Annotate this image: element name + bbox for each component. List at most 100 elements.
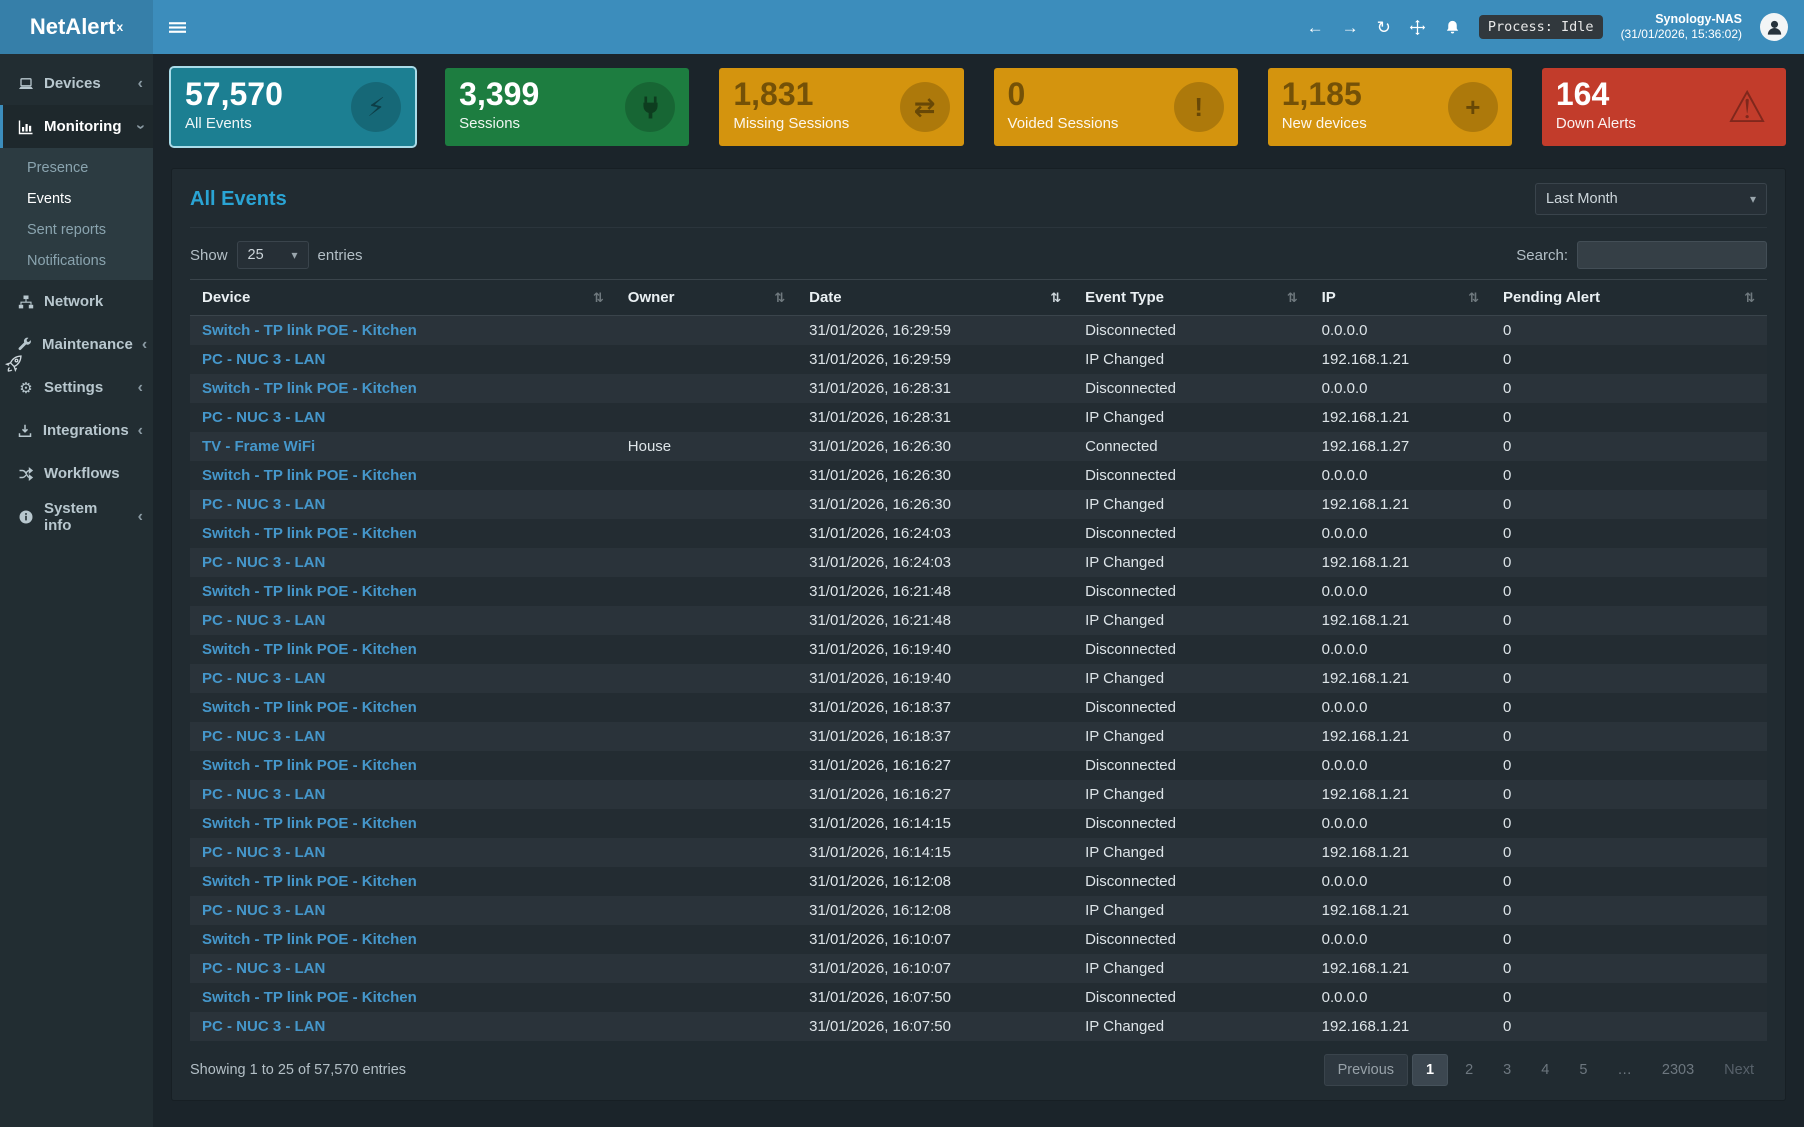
device-link[interactable]: Switch - TP link POE - Kitchen: [202, 582, 417, 600]
device-link[interactable]: PC - NUC 3 - LAN: [202, 785, 326, 803]
pagination-next[interactable]: Next: [1724, 1061, 1754, 1078]
sidebar-subitem-events[interactable]: Events: [0, 183, 153, 214]
app-logo[interactable]: NetAlert x: [0, 0, 153, 54]
cell-ip: 192.168.1.21: [1321, 611, 1410, 629]
pagination-page-5[interactable]: 5: [1579, 1061, 1588, 1078]
sidebar-item-devices[interactable]: Devices ‹: [0, 62, 153, 105]
device-link[interactable]: Switch - TP link POE - Kitchen: [202, 466, 417, 484]
device-link[interactable]: Switch - TP link POE - Kitchen: [202, 756, 417, 774]
device-link[interactable]: Switch - TP link POE - Kitchen: [202, 524, 417, 542]
pagination-page-2303[interactable]: 2303: [1661, 1061, 1695, 1078]
device-link[interactable]: PC - NUC 3 - LAN: [202, 350, 326, 368]
cell-pending-alert: 0: [1502, 814, 1512, 832]
cell-date: 31/01/2026, 16:26:30: [809, 437, 951, 455]
user-avatar[interactable]: [1760, 13, 1788, 41]
device-link[interactable]: PC - NUC 3 - LAN: [202, 669, 326, 687]
device-link[interactable]: Switch - TP link POE - Kitchen: [202, 814, 417, 832]
cell-owner: [616, 722, 797, 751]
back-arrow-icon[interactable]: ←: [1306, 17, 1324, 37]
stat-card-new-devices[interactable]: 1,185 New devices +: [1267, 68, 1512, 146]
sidebar-item-integrations[interactable]: Integrations ‹: [0, 409, 153, 452]
table-row: Switch - TP link POE - Kitchen 31/01/2026…: [190, 692, 1767, 722]
page-size-select[interactable]: 25 ▾: [236, 241, 309, 269]
column-header-owner[interactable]: Owner ⇅: [615, 279, 798, 316]
cell-pending-alert: 0: [1502, 872, 1512, 890]
cell-event-type: Disconnected: [1085, 466, 1176, 484]
sidebar-item-label: Integrations: [42, 422, 129, 439]
sidebar-item-network[interactable]: Network: [0, 280, 153, 323]
cell-device: Switch - TP link POE - Kitchen: [190, 635, 616, 664]
device-link[interactable]: PC - NUC 3 - LAN: [202, 495, 326, 513]
device-link[interactable]: PC - NUC 3 - LAN: [202, 901, 326, 919]
sidebar-toggle-icon[interactable]: [169, 19, 186, 36]
search-input[interactable]: [1577, 241, 1767, 269]
device-link[interactable]: Switch - TP link POE - Kitchen: [202, 640, 417, 658]
forward-arrow-icon[interactable]: →: [1341, 17, 1359, 37]
device-link[interactable]: PC - NUC 3 - LAN: [202, 611, 326, 629]
device-link[interactable]: Switch - TP link POE - Kitchen: [202, 930, 417, 948]
stat-card-label: Missing Sessions: [733, 114, 850, 132]
cell-date: 31/01/2026, 16:07:50: [809, 1017, 951, 1035]
sidebar-subitem-sent-reports[interactable]: Sent reports: [0, 214, 153, 245]
cell-pending-alert: 0: [1502, 698, 1512, 716]
cell-ip: 192.168.1.21: [1321, 901, 1410, 919]
cell-ip: 0.0.0.0: [1321, 698, 1368, 716]
cell-pending-alert: 0: [1502, 611, 1512, 629]
move-icon[interactable]: [1409, 19, 1426, 36]
navbar-actions: ← → ↻ Process: Idle Synology-NAS (31/01/…: [1307, 11, 1788, 43]
device-link[interactable]: PC - NUC 3 - LAN: [202, 408, 326, 426]
device-link[interactable]: PC - NUC 3 - LAN: [202, 727, 326, 745]
rocket-icon[interactable]: [4, 354, 23, 377]
cell-owner: [616, 316, 797, 345]
device-link[interactable]: Switch - TP link POE - Kitchen: [202, 698, 417, 716]
pagination-page-3[interactable]: 3: [1503, 1061, 1512, 1078]
cell-pending-alert: 0: [1502, 669, 1512, 687]
stat-card-missing-sessions[interactable]: 1,831 Missing Sessions ⇄: [719, 68, 964, 146]
column-header-device[interactable]: Device ⇅: [190, 279, 616, 316]
device-link[interactable]: PC - NUC 3 - LAN: [202, 843, 326, 861]
cell-device: TV - Frame WiFi: [190, 432, 616, 461]
column-header-ip[interactable]: IP ⇅: [1309, 279, 1491, 316]
device-link[interactable]: Switch - TP link POE - Kitchen: [202, 988, 417, 1006]
pagination-page-1[interactable]: 1: [1412, 1053, 1449, 1086]
sidebar-item-system-info[interactable]: System info ‹: [0, 495, 153, 538]
stat-card-sessions[interactable]: 3,399 Sessions: [445, 68, 690, 146]
stat-card-down-alerts[interactable]: 164 Down Alerts ⚠: [1541, 68, 1787, 146]
column-header-event-type[interactable]: Event Type ⇅: [1073, 279, 1310, 316]
device-link[interactable]: Switch - TP link POE - Kitchen: [202, 872, 417, 890]
device-link[interactable]: Switch - TP link POE - Kitchen: [202, 379, 417, 397]
column-header-label: Device: [202, 289, 251, 306]
table-row: PC - NUC 3 - LAN 31/01/2026, 16:10:07 IP C…: [190, 953, 1767, 983]
sidebar-item-workflows[interactable]: Workflows: [0, 452, 153, 495]
column-header-date[interactable]: Date ⇅: [797, 279, 1074, 316]
pagination-page-4[interactable]: 4: [1541, 1061, 1550, 1078]
table-row: PC - NUC 3 - LAN 31/01/2026, 16:12:08 IP C…: [190, 895, 1767, 925]
sidebar-item-settings[interactable]: ⚙ Settings ‹: [0, 366, 153, 409]
cell-date: 31/01/2026, 16:24:03: [809, 553, 951, 571]
device-link[interactable]: Switch - TP link POE - Kitchen: [202, 321, 417, 339]
table-summary: Showing 1 to 25 of 57,570 entries: [190, 1061, 407, 1078]
cell-event-type: Disconnected: [1085, 814, 1176, 832]
period-select[interactable]: Last Month ▾: [1535, 183, 1767, 215]
stat-card-all-events[interactable]: 57,570 All Events ⚡: [168, 66, 418, 148]
column-header-pending-alert[interactable]: Pending Alert ⇅: [1490, 279, 1767, 316]
pagination-page-2[interactable]: 2: [1465, 1061, 1474, 1078]
refresh-icon[interactable]: ↻: [1376, 17, 1391, 37]
device-link[interactable]: PC - NUC 3 - LAN: [202, 1017, 326, 1035]
cell-ip: 0.0.0.0: [1321, 814, 1368, 832]
stat-card-voided-sessions[interactable]: 0 Voided Sessions!: [993, 68, 1238, 146]
device-link[interactable]: PC - NUC 3 - LAN: [202, 959, 326, 977]
cell-owner: [616, 954, 797, 983]
sidebar-subitem-notifications[interactable]: Notifications: [0, 245, 153, 276]
bell-icon[interactable]: [1444, 19, 1461, 36]
device-link[interactable]: PC - NUC 3 - LAN: [202, 553, 326, 571]
sidebar-item-maintenance[interactable]: Maintenance ‹: [0, 323, 153, 366]
sidebar-subitem-presence[interactable]: Presence: [0, 152, 153, 183]
stat-card-value: 164: [1555, 76, 1610, 112]
cell-device: PC - NUC 3 - LAN: [190, 606, 616, 635]
pagination-previous[interactable]: Previous: [1323, 1053, 1409, 1086]
sidebar-item-monitoring[interactable]: Monitoring ‹: [0, 105, 153, 148]
plug-icon: [625, 82, 676, 132]
device-link[interactable]: TV - Frame WiFi: [202, 437, 316, 455]
cell-date: 31/01/2026, 16:26:30: [809, 466, 951, 484]
